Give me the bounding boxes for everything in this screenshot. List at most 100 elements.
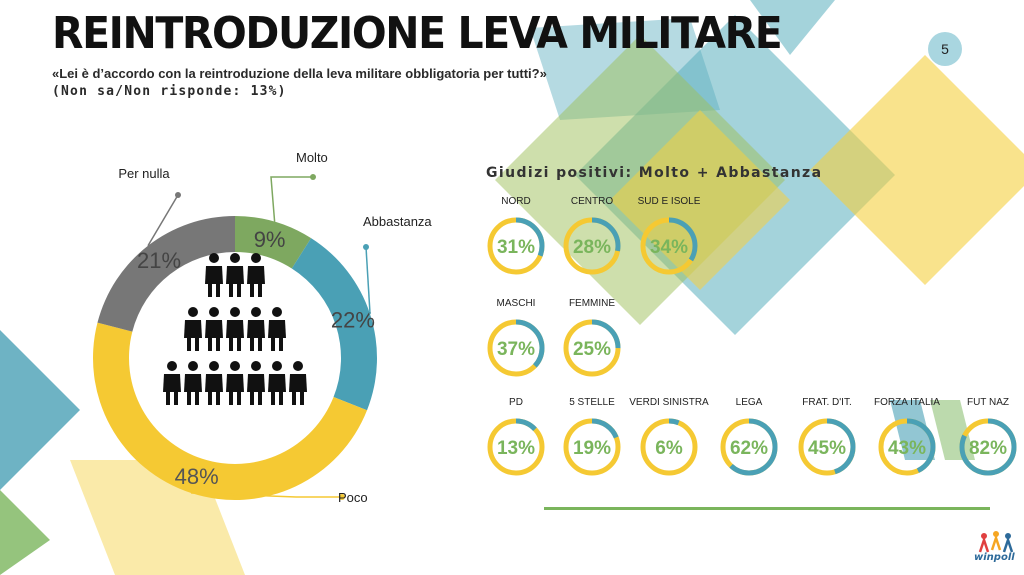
gauge-lega: LEGA 62%	[703, 396, 795, 478]
gauge-ring: 31%	[487, 217, 545, 275]
gauge-sud-e-isole: SUD E ISOLE 34%	[623, 195, 715, 277]
gauge-value: 45%	[808, 438, 846, 459]
gauge-ring-positive	[878, 418, 936, 476]
gauge-value: 13%	[497, 438, 535, 459]
donut-slice-abbastanza	[291, 238, 377, 411]
person-icon	[184, 361, 202, 405]
gauges-title: Giudizi positivi: Molto + Abbastanza	[486, 165, 823, 181]
donut-leader-abbastanza	[365, 246, 371, 315]
divider-line	[544, 507, 990, 510]
person-icon	[268, 307, 286, 351]
gauge-nord: NORD 31%	[470, 195, 562, 277]
gauge-5-stelle: 5 STELLE 19%	[546, 396, 638, 478]
donut-leader-dot	[339, 494, 345, 500]
gauge-forza-italia: FORZA ITALIA 43%	[861, 396, 953, 478]
gauge-label: 5 STELLE	[569, 397, 615, 408]
gauge-value: 43%	[888, 438, 926, 459]
donut-value-abbastanza: 22%	[331, 308, 375, 333]
gauge-ring-positive	[487, 217, 545, 275]
gauge-ring-positive	[640, 217, 698, 275]
person-icon	[289, 361, 307, 405]
donut-value-molto: 9%	[254, 227, 286, 252]
people-logo-icon	[978, 531, 1014, 553]
gauge-ring-positive	[959, 418, 1017, 476]
donut-slice-molto	[235, 216, 312, 269]
gauge-ring: 25%	[563, 319, 621, 377]
donut-value-per-nulla: 21%	[137, 248, 181, 273]
person-icon	[205, 253, 223, 297]
gauge-ring-positive	[487, 418, 545, 476]
gauge-ring-positive	[487, 319, 545, 377]
gauge-frat-d-it: FRAT. D'IT. 45%	[781, 396, 873, 478]
donut-leader-poco	[191, 492, 342, 498]
survey-question: «Lei è d’accordo con la reintroduzione d…	[52, 66, 547, 81]
gauge-value: 19%	[573, 438, 611, 459]
gauge-ring: 62%	[720, 418, 778, 476]
winpoll-logo: winpoll	[974, 530, 1020, 570]
gauge-value: 82%	[969, 438, 1007, 459]
gauge-ring-positive	[798, 418, 856, 476]
gauge-ring: 34%	[640, 217, 698, 275]
gauge-fut-naz: FUT NAZ 82%	[942, 396, 1024, 478]
person-icon	[163, 361, 181, 405]
donut-leader-per-nulla	[147, 194, 179, 247]
donut-category-molto: Molto	[296, 150, 328, 165]
person-icon	[247, 361, 265, 405]
gauge-value: 62%	[730, 438, 768, 459]
person-icon	[226, 307, 244, 351]
donut-category-abbastanza: Abbastanza	[363, 214, 432, 229]
logo-text: winpoll	[974, 552, 1015, 563]
person-icon	[205, 307, 223, 351]
page-number-badge: 5	[928, 32, 962, 66]
gauge-label: NORD	[501, 196, 531, 207]
gauge-value: 37%	[497, 339, 535, 360]
gauge-pd: PD 13%	[470, 396, 562, 478]
person-icon	[247, 253, 265, 297]
page-title: REINTRODUZIONE LEVA MILITARE	[52, 8, 783, 59]
gauge-ring: 45%	[798, 418, 856, 476]
non-response-note: (Non sa/Non risponde: 13%)	[52, 84, 287, 99]
donut-value-poco: 48%	[175, 464, 219, 489]
gauge-label: PD	[509, 397, 523, 408]
donut-leader-dot	[363, 244, 369, 250]
gauge-value: 28%	[573, 237, 611, 258]
donut-leader-dot	[310, 174, 316, 180]
donut-slice-poco	[92, 322, 368, 501]
gauge-ring: 43%	[878, 418, 936, 476]
gauge-value: 34%	[650, 237, 688, 258]
gauge-verdi-sinistra: VERDI SINISTRA 6%	[623, 396, 715, 478]
donut-category-per-nulla: Per nulla	[118, 166, 170, 181]
person-icon	[226, 361, 244, 405]
donut-callouts: Molto Abbastanza Poco Per nulla	[118, 150, 432, 505]
gauge-ring: 19%	[563, 418, 621, 476]
donut-leader-dot	[175, 192, 181, 198]
donut-slice-per-nulla	[97, 216, 236, 332]
donut-leader-molto	[270, 176, 313, 222]
person-icon	[205, 361, 223, 405]
gauge-maschi: MASCHI 37%	[470, 297, 562, 379]
gauge-femmine: FEMMINE 25%	[546, 297, 638, 379]
gauge-ring: 37%	[487, 319, 545, 377]
gauge-label: VERDI SINISTRA	[629, 397, 709, 408]
gauge-ring: 28%	[563, 217, 621, 275]
gauge-label: LEGA	[735, 397, 763, 408]
gauge-ring: 82%	[959, 418, 1017, 476]
donut-chart: 9% 22% 48% 21% Molto Abbastanza Poco Per nulla	[92, 150, 432, 505]
gauge-value: 25%	[573, 339, 611, 360]
gauge-value: 6%	[655, 438, 683, 459]
gauge-label: FEMMINE	[568, 298, 616, 309]
person-icon	[226, 253, 244, 297]
donut-category-poco: Poco	[338, 490, 368, 505]
gauge-label: MASCHI	[496, 298, 536, 309]
gauge-value: 31%	[497, 237, 535, 258]
donut-slices: 9% 22% 48% 21%	[92, 216, 377, 501]
person-icon	[268, 361, 286, 405]
gauge-ring: 6%	[640, 418, 698, 476]
gauge-ring-positive	[563, 418, 621, 476]
gauge-centro: CENTRO 28%	[546, 195, 638, 277]
gauge-ring-positive	[563, 217, 621, 275]
gauge-label: SUD E ISOLE	[637, 196, 701, 207]
gauge-ring-positive	[563, 319, 621, 377]
gauge-label: CENTRO	[570, 196, 614, 207]
person-icon	[184, 307, 202, 351]
